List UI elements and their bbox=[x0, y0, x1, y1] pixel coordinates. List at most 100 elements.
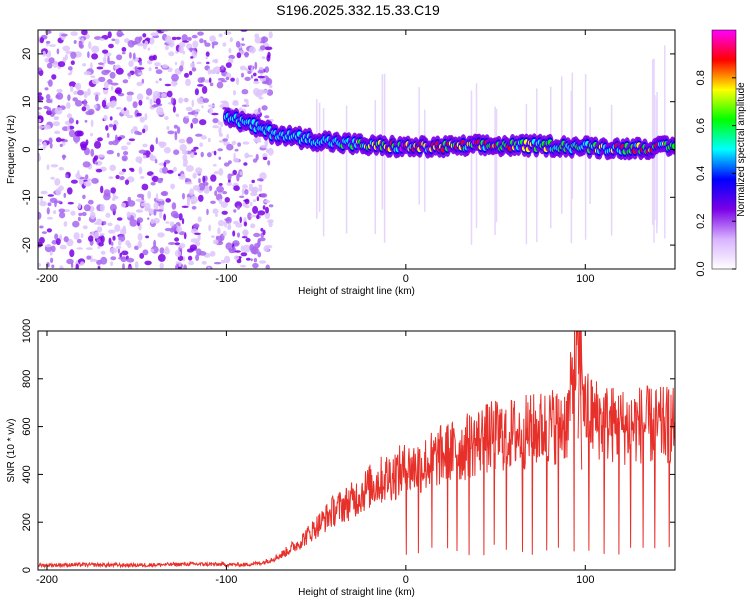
noise-speckle bbox=[228, 47, 232, 54]
noise-speckle bbox=[112, 124, 117, 131]
noise-speckle bbox=[194, 241, 201, 247]
noise-speckle bbox=[123, 109, 130, 117]
noise-speckle bbox=[93, 155, 99, 161]
colorbar-tick-label: 0.8 bbox=[695, 70, 707, 85]
noise-speckle bbox=[134, 36, 141, 45]
noise-speckle bbox=[122, 263, 125, 269]
noise-speckle bbox=[266, 89, 274, 96]
noise-speckle bbox=[149, 144, 155, 153]
noise-speckle bbox=[99, 38, 105, 41]
noise-speckle bbox=[109, 116, 113, 121]
noise-speckle bbox=[180, 60, 185, 67]
noise-speckle bbox=[174, 213, 180, 219]
noise-speckle bbox=[183, 264, 187, 269]
noise-speckle bbox=[75, 263, 79, 269]
noise-speckle bbox=[149, 153, 154, 161]
noise-speckle bbox=[59, 211, 66, 219]
noise-speckle bbox=[109, 164, 116, 171]
noise-speckle bbox=[53, 116, 60, 121]
noise-speckle bbox=[67, 72, 72, 76]
noise-speckle bbox=[138, 166, 143, 175]
noise-speckle bbox=[253, 72, 257, 77]
noise-speckle bbox=[39, 225, 44, 229]
noise-speckle bbox=[155, 80, 159, 84]
noise-speckle bbox=[191, 149, 197, 152]
noise-speckle bbox=[144, 202, 151, 211]
noise-speckle bbox=[87, 88, 91, 96]
noise-speckle bbox=[171, 202, 177, 210]
noise-speckle bbox=[250, 214, 257, 218]
noise-speckle bbox=[153, 209, 157, 216]
noise-speckle bbox=[116, 136, 122, 141]
y-axis-label: Frequency (Hz) bbox=[6, 115, 17, 184]
noise-speckle bbox=[189, 188, 195, 196]
noise-speckle bbox=[137, 240, 142, 249]
noise-speckle bbox=[95, 168, 103, 173]
noise-speckle bbox=[149, 37, 155, 45]
noise-speckle bbox=[150, 218, 154, 225]
noise-speckle bbox=[212, 43, 215, 49]
noise-speckle bbox=[197, 234, 201, 242]
noise-speckle bbox=[174, 249, 182, 257]
noise-speckle bbox=[117, 239, 122, 246]
noise-speckle bbox=[257, 75, 265, 79]
noise-speckle bbox=[62, 126, 69, 132]
noise-speckle bbox=[138, 99, 143, 106]
noise-speckle bbox=[237, 232, 240, 238]
noise-speckle bbox=[42, 141, 47, 149]
noise-speckle bbox=[155, 98, 161, 105]
noise-speckle bbox=[73, 134, 81, 143]
noise-speckle bbox=[190, 152, 195, 158]
noise-speckle bbox=[59, 244, 67, 250]
noise-speckle bbox=[111, 38, 116, 42]
noise-speckle bbox=[200, 135, 207, 140]
noise-speckle bbox=[208, 107, 213, 115]
noise-speckle bbox=[77, 203, 82, 209]
noise-speckle bbox=[147, 59, 153, 65]
noise-speckle bbox=[78, 212, 83, 217]
noise-speckle bbox=[96, 226, 103, 233]
y-tick-label: 0 bbox=[21, 567, 33, 573]
noise-speckle bbox=[202, 98, 209, 103]
noise-speckle bbox=[90, 61, 93, 70]
noise-speckle bbox=[110, 82, 119, 86]
noise-speckle bbox=[261, 105, 268, 111]
noise-speckle bbox=[106, 150, 115, 155]
y-tick-label: 10 bbox=[21, 96, 33, 108]
noise-speckle bbox=[134, 130, 140, 135]
noise-speckle bbox=[51, 74, 57, 80]
noise-speckle bbox=[56, 48, 60, 55]
noise-speckle bbox=[95, 161, 99, 165]
noise-speckle bbox=[38, 138, 43, 143]
noise-speckle bbox=[56, 88, 63, 93]
noise-speckle bbox=[173, 124, 178, 129]
noise-speckle bbox=[66, 102, 71, 109]
noise-speckle bbox=[257, 240, 261, 248]
noise-speckle bbox=[193, 185, 200, 191]
noise-speckle bbox=[108, 123, 114, 128]
colorbar-tick-label: 0.0 bbox=[695, 261, 707, 276]
noise-speckle bbox=[76, 238, 82, 244]
noise-speckle bbox=[126, 211, 131, 218]
noise-speckle bbox=[250, 223, 256, 229]
snr-spike bbox=[577, 331, 583, 470]
noise-speckle bbox=[260, 227, 264, 232]
noise-speckle bbox=[267, 219, 274, 224]
noise-speckle bbox=[195, 167, 203, 175]
noise-speckle bbox=[259, 172, 267, 180]
noise-speckle bbox=[135, 198, 143, 202]
noise-speckle bbox=[52, 210, 57, 215]
noise-speckle bbox=[244, 51, 249, 58]
noise-speckle bbox=[255, 136, 262, 142]
noise-speckle bbox=[258, 107, 261, 113]
noise-speckle bbox=[142, 154, 147, 159]
noise-speckle bbox=[87, 199, 94, 205]
noise-speckle bbox=[136, 81, 143, 87]
noise-speckle bbox=[263, 199, 271, 203]
noise-speckle bbox=[174, 61, 178, 66]
noise-speckle bbox=[178, 243, 186, 249]
noise-speckle bbox=[220, 259, 226, 264]
noise-speckle bbox=[254, 61, 258, 70]
noise-speckle bbox=[261, 56, 266, 60]
noise-speckle bbox=[157, 177, 163, 184]
